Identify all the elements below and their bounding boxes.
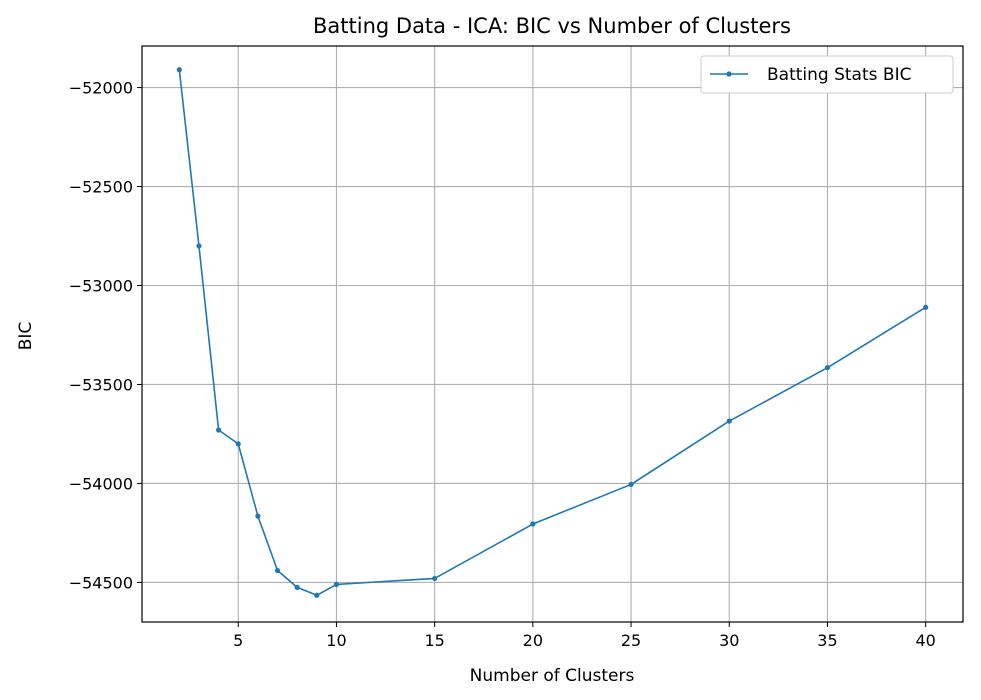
data-point: [432, 575, 438, 582]
legend-marker-swatch: [726, 71, 732, 77]
x-tick-label: 25: [621, 631, 641, 650]
x-tick-label: 5: [233, 631, 243, 650]
grid: [142, 46, 963, 622]
plot-frame: [141, 45, 964, 623]
x-tick-label: 15: [424, 631, 444, 650]
y-tick-label: −53000: [69, 277, 133, 296]
data-point: [314, 592, 320, 598]
series-layer: [176, 67, 929, 598]
y-tick-label: −54000: [69, 474, 133, 493]
x-tick-label: 10: [326, 631, 346, 650]
data-point: [176, 67, 182, 73]
legend-entry-label: Batting Stats BIC: [767, 65, 911, 85]
data-point: [628, 481, 634, 488]
data-point: [255, 513, 261, 519]
y-ticks: −52000 −52500 −53000 −53500 −54000 −54500: [69, 79, 142, 592]
legend: Batting Stats BIC: [700, 55, 954, 94]
data-point: [923, 304, 929, 310]
y-tick-label: −54500: [69, 573, 133, 592]
x-axis-label: Number of Clusters: [470, 666, 635, 686]
y-tick-label: −53500: [69, 375, 133, 394]
data-point: [196, 243, 202, 249]
y-tick-label: −52000: [69, 79, 133, 98]
chart-title: Batting Data - ICA: BIC vs Number of Clu…: [313, 14, 791, 38]
data-point: [824, 365, 831, 371]
data-point: [216, 427, 222, 433]
data-point: [333, 581, 340, 587]
x-tick-label: 35: [817, 631, 837, 650]
data-point: [726, 418, 732, 424]
data-point: [235, 441, 241, 447]
y-axis-label: BIC: [16, 322, 36, 351]
legend-box: [700, 55, 954, 94]
data-point: [294, 584, 300, 590]
x-ticks: 5 10 15 20 25 30 35 40: [233, 622, 936, 650]
x-tick-label: 40: [916, 631, 936, 650]
data-point: [274, 567, 281, 574]
x-tick-label: 20: [523, 631, 543, 650]
y-tick-label: −52500: [69, 178, 133, 197]
data-point: [530, 521, 536, 527]
x-tick-label: 30: [719, 631, 739, 650]
